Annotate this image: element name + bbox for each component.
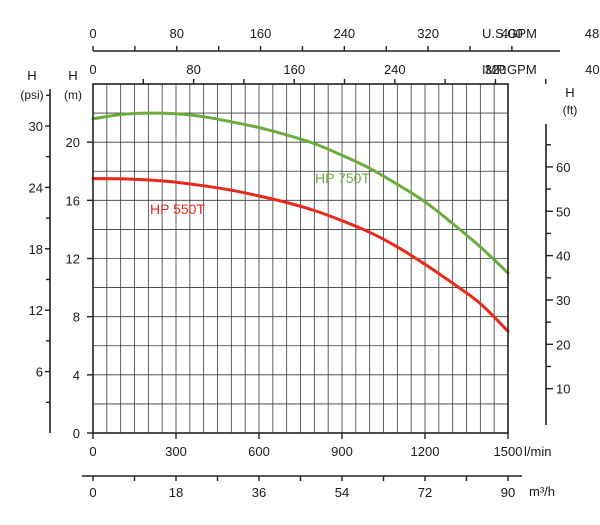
m-axis-label-bottom: (m) [64,88,82,102]
m3h-tick-label: 18 [169,485,183,500]
curves [91,111,510,333]
usgpm-tick-label: 400 [501,26,523,41]
impgpm-tick-label: 0 [89,62,96,77]
ft-tick-label: 30 [556,293,570,308]
usgpm-tick-label: 480 [585,26,600,41]
lpm-tick-label: 600 [248,444,270,459]
series-line-hp750t [91,111,510,275]
psi-tick-label: 30 [29,119,43,134]
psi-axis-label-top: H [27,68,36,83]
series-label-hp750t: HP 750T [315,170,370,186]
ft-axis-label-top: H [565,85,574,100]
axes [45,46,560,481]
m3h-tick-label: 54 [335,485,349,500]
m-tick-label: 0 [73,426,80,441]
series-line-hp550t [91,177,510,333]
impgpm-tick-label: 400 [585,62,600,77]
usgpm-tick-label: 240 [333,26,355,41]
m-tick-label: 12 [66,252,80,267]
usgpm-axis-label: U.S.GPM [482,26,537,41]
lpm-tick-label: 900 [331,444,353,459]
lpm-tick-label: 300 [165,444,187,459]
ft-tick-label: 20 [556,337,570,352]
psi-tick-label: 12 [29,303,43,318]
usgpm-tick-label: 80 [170,26,184,41]
ft-tick-label: 50 [556,204,570,219]
m-tick-label: 4 [73,368,80,383]
usgpm-tick-label: 320 [417,26,439,41]
psi-tick-label: 18 [29,242,43,257]
impgpm-tick-label: 80 [186,62,200,77]
lpm-axis-label: l/min [524,444,551,459]
ft-axis-label-bottom: (ft) [563,103,578,117]
lpm-tick-label: 1200 [411,444,440,459]
psi-tick-label: 6 [36,365,43,380]
psi-tick-label: 24 [29,180,43,195]
lpm-tick-label: 1500 [494,444,523,459]
usgpm-tick-label: 160 [250,26,272,41]
ft-tick-label: 40 [556,249,570,264]
m-tick-label: 8 [73,310,80,325]
ft-tick-label: 60 [556,160,570,175]
m3h-tick-label: 72 [418,485,432,500]
impgpm-axis-label: IMP.GPM [482,62,537,77]
impgpm-tick-label: 240 [384,62,406,77]
m-tick-label: 16 [66,193,80,208]
ft-tick-label: 10 [556,382,570,397]
m3h-tick-label: 90 [501,485,515,500]
m3h-tick-label: 0 [89,485,96,500]
m3h-tick-label: 36 [252,485,266,500]
impgpm-tick-label: 320 [485,62,507,77]
series-label-hp550t: HP 550T [150,201,205,217]
m3h-axis-label: m³/h [529,484,555,499]
impgpm-tick-label: 160 [283,62,305,77]
usgpm-tick-label: 0 [89,26,96,41]
lpm-tick-label: 0 [89,444,96,459]
m-axis-label-top: H [68,68,77,83]
grid [93,83,508,433]
m-tick-label: 20 [66,135,80,150]
psi-axis-label-bottom: (psi) [20,88,43,102]
